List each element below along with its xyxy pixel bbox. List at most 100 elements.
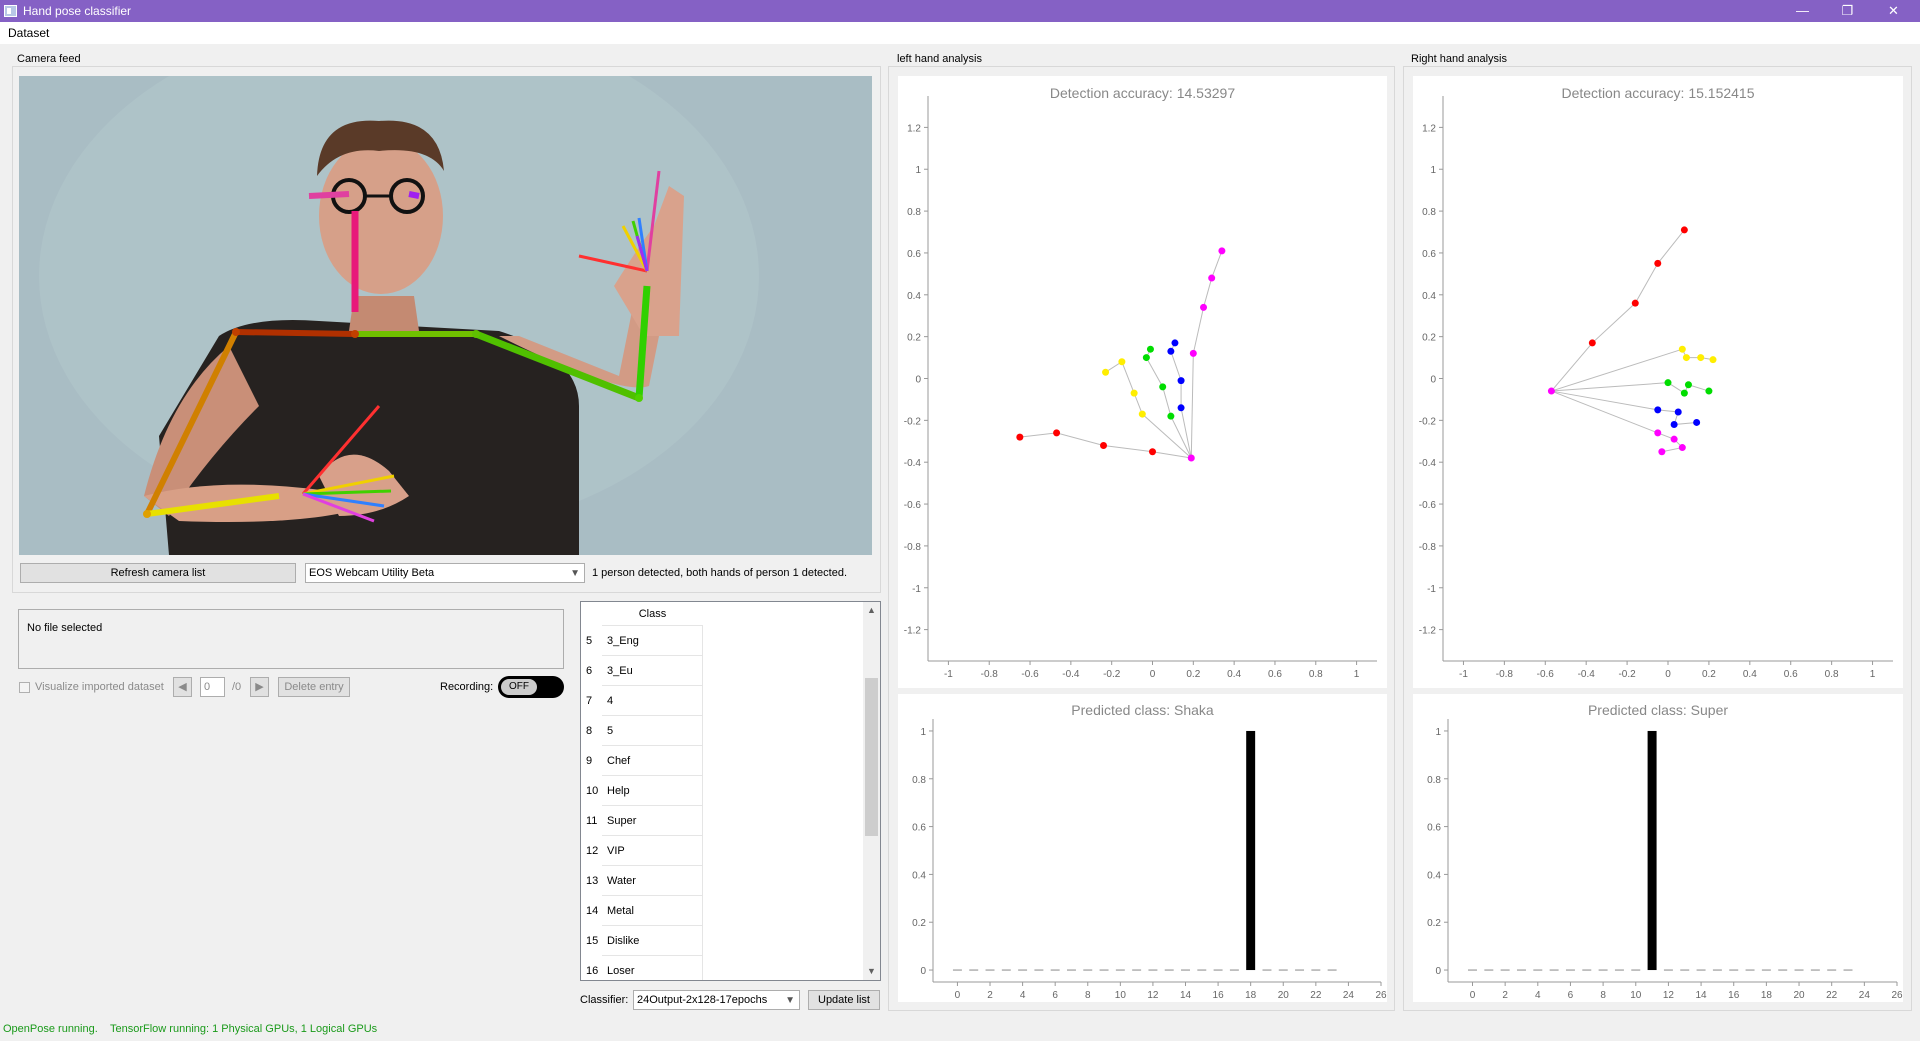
x-tick-label: 20: [1793, 990, 1805, 1001]
visualize-checkbox[interactable]: [19, 682, 30, 693]
row-number: 6: [586, 665, 593, 677]
class-label[interactable]: VIP: [602, 836, 703, 866]
y-tick-label: 0.2: [1427, 918, 1441, 929]
class-label[interactable]: Super: [602, 806, 703, 836]
index-point: [1102, 368, 1110, 376]
class-column-header[interactable]: Class: [602, 602, 703, 626]
ring-bone-line: [1170, 342, 1192, 459]
thumb-bone-line: [1551, 229, 1685, 392]
left-class-bar-chart: 00.20.40.60.810 2 4 6 8 10 12 14 16 18 20 22 24 26: [912, 719, 1387, 1001]
index-point: [1709, 356, 1717, 364]
list-item[interactable]: 11 Super: [581, 806, 703, 836]
classifier-select[interactable]: 24Output-2x128-17epochs ▼: [633, 990, 800, 1010]
class-label[interactable]: 3_Eu: [602, 656, 703, 686]
previous-entry-button[interactable]: ◀: [173, 677, 192, 697]
y-tick-label: -0.8: [1419, 542, 1437, 553]
entry-index-input[interactable]: 0: [200, 677, 225, 697]
x-tick-label: 0.4: [1227, 669, 1241, 680]
class-list-scrollbar[interactable]: ▲ ▼: [863, 602, 880, 980]
y-tick-label: -1.2: [1419, 626, 1437, 637]
class-label[interactable]: Metal: [602, 896, 703, 926]
index-point: [1138, 410, 1146, 418]
camera-feed-image: [19, 76, 872, 555]
list-item[interactable]: 6 3_Eu: [581, 656, 703, 686]
list-item[interactable]: 16 Loser: [581, 956, 703, 980]
menu-dataset[interactable]: Dataset: [8, 26, 50, 40]
delete-entry-button[interactable]: Delete entry: [278, 677, 350, 697]
right-accuracy-title: Detection accuracy: 15.152415: [1561, 85, 1755, 101]
class-label[interactable]: Water: [602, 866, 703, 896]
y-tick-label: -0.8: [904, 542, 922, 553]
class-label[interactable]: Help: [602, 776, 703, 806]
thumb-point: [1588, 339, 1596, 347]
menu-bar: Dataset: [0, 22, 1920, 44]
file-status-box: No file selected: [18, 609, 564, 669]
x-tick-label: 14: [1696, 990, 1708, 1001]
index-point: [1678, 345, 1686, 353]
pinky-point: [1654, 429, 1662, 437]
right-bar-panel: Predicted class: Super 0 0.2 0.4 0.6 0.8 1 0 2 4…: [1413, 694, 1903, 1002]
scroll-thumb[interactable]: [865, 678, 878, 836]
list-item[interactable]: 10 Help: [581, 776, 703, 806]
scroll-down-icon[interactable]: ▼: [867, 966, 876, 976]
y-tick-label: 0.8: [1427, 775, 1441, 786]
classifier-label: Classifier:: [580, 994, 629, 1006]
y-tick-label: 0: [1430, 375, 1436, 386]
minimize-button[interactable]: —: [1796, 3, 1809, 18]
thumb-point: [1680, 226, 1688, 234]
close-button[interactable]: ✕: [1888, 3, 1899, 18]
middle-point: [1705, 387, 1713, 395]
right-hand-label: Right hand analysis: [1409, 53, 1510, 65]
x-tick-label: -0.4: [1062, 669, 1080, 680]
list-item[interactable]: 9 Chef: [581, 746, 703, 776]
arrow-right-icon: ▶: [255, 681, 264, 693]
scroll-up-icon[interactable]: ▲: [867, 605, 876, 615]
list-item[interactable]: 5 3_Eng: [581, 626, 703, 656]
arrow-left-icon: ◀: [178, 681, 187, 693]
list-item[interactable]: 12 VIP: [581, 836, 703, 866]
y-tick-label: 0.4: [1427, 870, 1441, 881]
recording-label: Recording:: [440, 681, 494, 693]
app-icon: [4, 5, 17, 17]
recording-toggle[interactable]: OFF: [498, 676, 564, 698]
class-label[interactable]: Loser: [602, 956, 703, 980]
bar: [1246, 730, 1256, 971]
class-label[interactable]: Dislike: [602, 926, 703, 956]
y-tick-label: -0.6: [904, 500, 922, 511]
class-label[interactable]: 3_Eng: [602, 626, 703, 656]
x-tick-label: 24: [1859, 990, 1871, 1001]
camera-select-value: EOS Webcam Utility Beta: [309, 567, 435, 579]
index-point: [1682, 354, 1690, 362]
update-list-button[interactable]: Update list: [808, 990, 880, 1010]
x-tick-label: 0.4: [1743, 669, 1757, 680]
x-tick-label: -1: [944, 669, 953, 680]
y-tick-label: 0.6: [1422, 249, 1436, 260]
row-number: 13: [586, 875, 599, 887]
x-tick-label: 16: [1213, 990, 1225, 1001]
refresh-camera-button[interactable]: Refresh camera list: [20, 563, 296, 583]
restore-button[interactable]: ❐: [1841, 3, 1854, 18]
next-entry-button[interactable]: ▶: [250, 677, 269, 697]
class-label[interactable]: 5: [602, 716, 703, 746]
left-hand-scatter: -1.2 -1 -0.8 -0.6 -0.4 -0.2 0 0.2 0.4 0.6 0.8 1 1.2 -…: [904, 96, 1377, 680]
x-tick-label: 26: [1891, 990, 1903, 1001]
class-list[interactable]: Class 5 3_Eng 6 3_Eu 7 4 8 5 9 Chef 10 Help 11 Super 1…: [580, 601, 881, 981]
right-predicted-title: Predicted class: Super: [1587, 702, 1729, 718]
camera-feed-group: [12, 66, 881, 593]
y-tick-label: 1: [920, 727, 926, 738]
list-item[interactable]: 14 Metal: [581, 896, 703, 926]
x-tick-label: -1: [1459, 669, 1468, 680]
list-item[interactable]: 13 Water: [581, 866, 703, 896]
left-bar-panel: Predicted class: Shaka 0 0.2 0.4 0.6 0.8 1 0 2 4…: [898, 694, 1387, 1002]
camera-select[interactable]: EOS Webcam Utility Beta ▼: [305, 563, 585, 583]
class-label[interactable]: 4: [602, 686, 703, 716]
list-item[interactable]: 15 Dislike: [581, 926, 703, 956]
status-bar: OpenPose running. TensorFlow running: 1 …: [0, 1019, 1920, 1041]
row-number: 15: [586, 935, 599, 947]
detection-status: 1 person detected, both hands of person …: [592, 567, 848, 579]
class-label[interactable]: Chef: [602, 746, 703, 776]
row-number: 11: [586, 815, 598, 827]
y-tick-label: -1: [912, 584, 921, 595]
